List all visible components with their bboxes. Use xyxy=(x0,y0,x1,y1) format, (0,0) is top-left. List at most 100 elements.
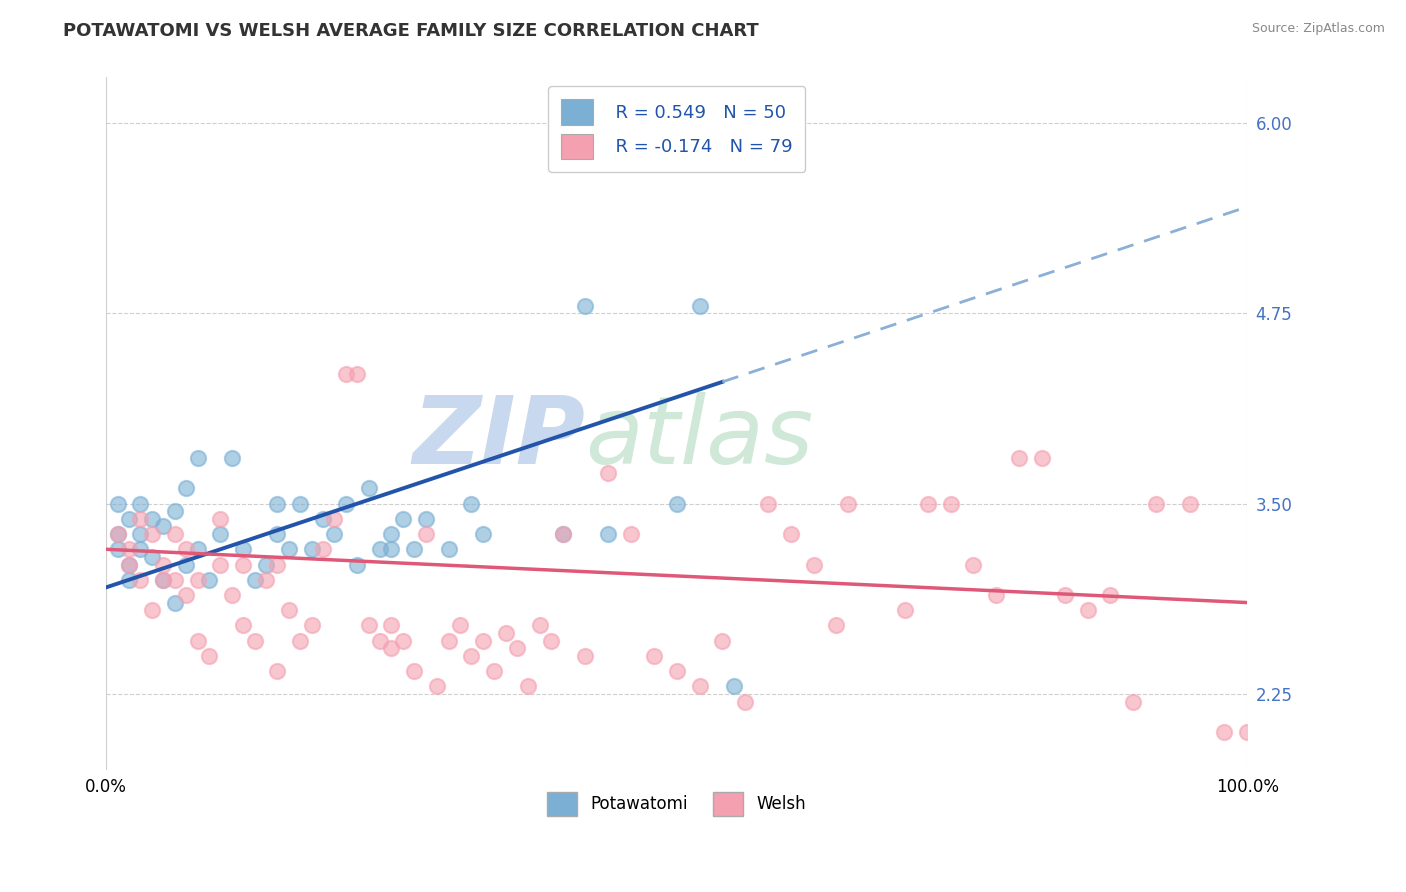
Point xyxy=(471,527,494,541)
Point xyxy=(711,633,734,648)
Point xyxy=(1122,694,1144,708)
Text: Source: ZipAtlas.com: Source: ZipAtlas.com xyxy=(1251,22,1385,36)
Point xyxy=(186,573,208,587)
Point xyxy=(837,497,859,511)
Point xyxy=(174,482,197,496)
Point xyxy=(346,368,368,382)
Legend: Potawatomi, Welsh: Potawatomi, Welsh xyxy=(538,784,814,824)
Point xyxy=(415,512,437,526)
Point xyxy=(1099,588,1122,602)
Point xyxy=(254,573,277,587)
Text: ZIP: ZIP xyxy=(412,392,585,483)
Point xyxy=(551,527,574,541)
Point xyxy=(368,633,391,648)
Point xyxy=(665,497,688,511)
Point xyxy=(368,542,391,557)
Point xyxy=(380,527,402,541)
Point xyxy=(346,558,368,572)
Point xyxy=(174,542,197,557)
Point xyxy=(825,618,848,632)
Point xyxy=(437,633,460,648)
Point xyxy=(426,679,449,693)
Point xyxy=(107,527,129,541)
Point xyxy=(460,497,482,511)
Point xyxy=(1053,588,1076,602)
Point xyxy=(1031,450,1053,465)
Point xyxy=(1144,497,1167,511)
Point xyxy=(1236,725,1258,739)
Point xyxy=(141,527,163,541)
Point xyxy=(129,512,152,526)
Point xyxy=(232,558,254,572)
Point xyxy=(152,558,174,572)
Point xyxy=(917,497,939,511)
Point xyxy=(141,512,163,526)
Point xyxy=(266,558,288,572)
Point xyxy=(335,368,357,382)
Point xyxy=(894,603,917,617)
Text: atlas: atlas xyxy=(585,392,814,483)
Point xyxy=(266,527,288,541)
Point xyxy=(312,542,335,557)
Point xyxy=(129,527,152,541)
Point xyxy=(163,596,186,610)
Point xyxy=(301,618,323,632)
Point xyxy=(266,497,288,511)
Point xyxy=(290,633,312,648)
Point xyxy=(939,497,962,511)
Point xyxy=(1008,450,1031,465)
Point xyxy=(141,603,163,617)
Point xyxy=(243,573,266,587)
Point xyxy=(198,573,221,587)
Point xyxy=(598,466,620,480)
Point xyxy=(107,497,129,511)
Point xyxy=(118,558,141,572)
Point xyxy=(152,573,174,587)
Point xyxy=(598,527,620,541)
Point xyxy=(689,299,711,313)
Point xyxy=(495,626,517,640)
Point xyxy=(323,527,346,541)
Point xyxy=(118,558,141,572)
Point xyxy=(277,603,299,617)
Point xyxy=(665,664,688,678)
Point xyxy=(323,512,346,526)
Point xyxy=(460,648,482,663)
Point xyxy=(1180,497,1202,511)
Point xyxy=(962,558,984,572)
Point xyxy=(482,664,505,678)
Point xyxy=(380,618,402,632)
Point xyxy=(312,512,335,526)
Point xyxy=(107,542,129,557)
Point xyxy=(437,542,460,557)
Point xyxy=(243,633,266,648)
Point xyxy=(163,504,186,518)
Point xyxy=(392,512,415,526)
Point xyxy=(301,542,323,557)
Point xyxy=(574,299,596,313)
Point xyxy=(221,450,243,465)
Point xyxy=(186,633,208,648)
Point xyxy=(152,573,174,587)
Point xyxy=(380,542,402,557)
Point xyxy=(540,633,562,648)
Point xyxy=(141,549,163,564)
Point xyxy=(118,512,141,526)
Point xyxy=(574,648,596,663)
Point xyxy=(404,542,426,557)
Point xyxy=(209,527,232,541)
Point xyxy=(186,542,208,557)
Point xyxy=(803,558,825,572)
Point xyxy=(129,573,152,587)
Point xyxy=(232,542,254,557)
Point xyxy=(449,618,471,632)
Point xyxy=(380,641,402,656)
Point xyxy=(335,497,357,511)
Point xyxy=(174,588,197,602)
Point xyxy=(118,542,141,557)
Point xyxy=(198,648,221,663)
Point xyxy=(221,588,243,602)
Point xyxy=(118,573,141,587)
Point xyxy=(107,527,129,541)
Point xyxy=(689,679,711,693)
